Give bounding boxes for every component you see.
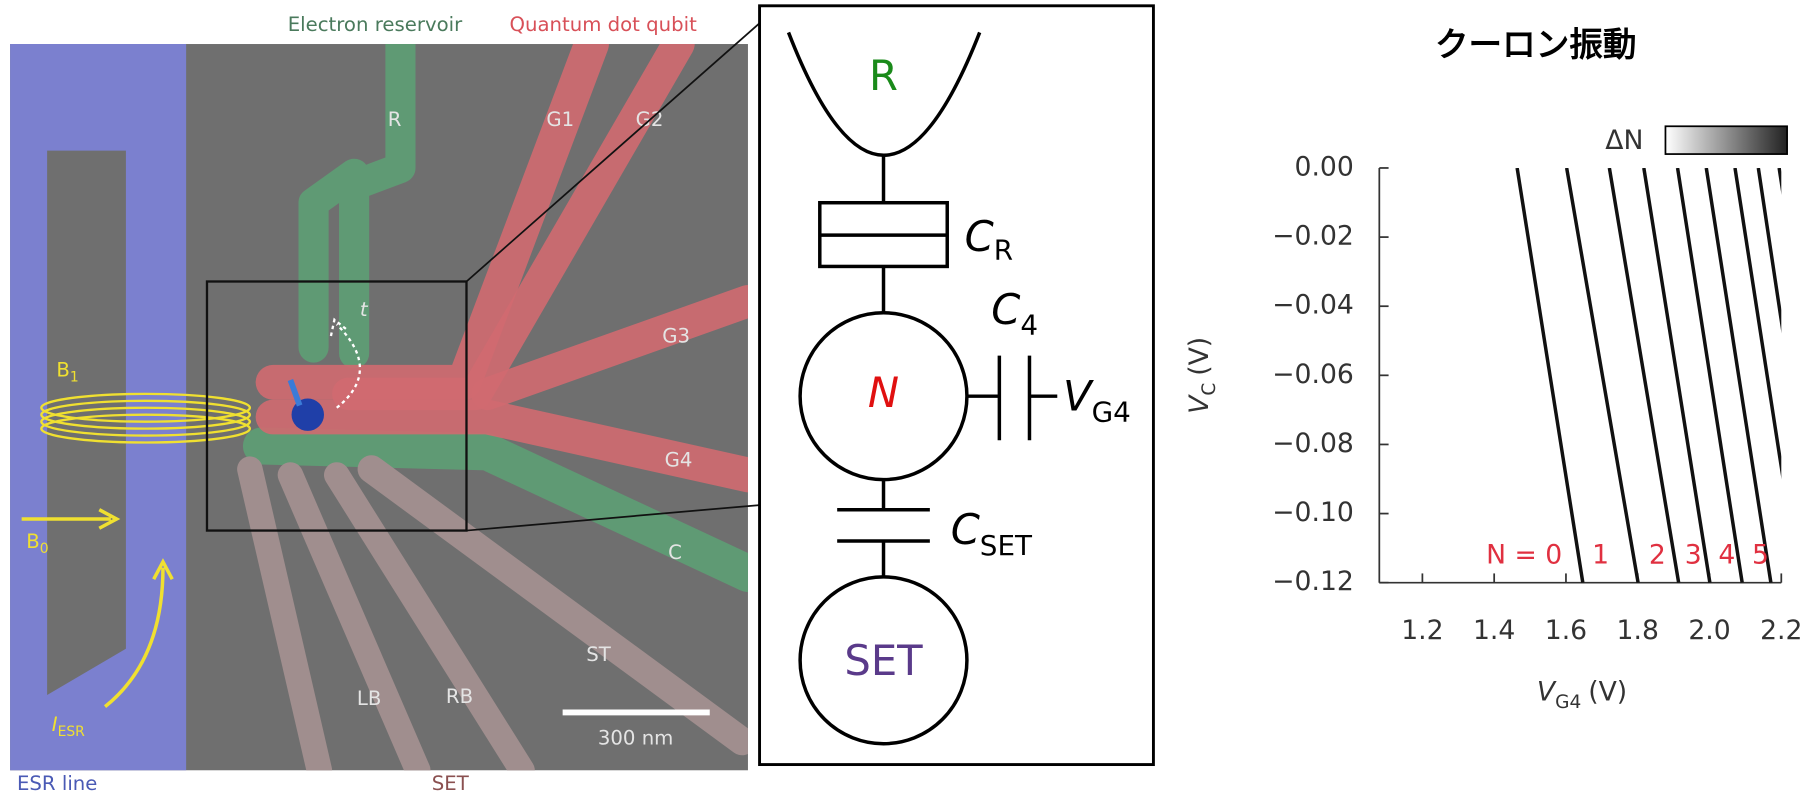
transition-line bbox=[1567, 168, 1638, 583]
figure: Electron reservoir Quantum dot qubit ESR… bbox=[0, 0, 1818, 797]
sem-photo bbox=[10, 44, 748, 770]
label-reservoir: Electron reservoir bbox=[288, 13, 463, 36]
gate-label: G4 bbox=[665, 449, 693, 472]
x-tick-label: 2.0 bbox=[1688, 615, 1730, 646]
label-qubit: Quantum dot qubit bbox=[510, 13, 698, 36]
y-label-main: V bbox=[1183, 394, 1214, 414]
y-tick-label: −0.06 bbox=[1272, 359, 1354, 390]
tunnel-label: t bbox=[360, 298, 369, 321]
b0-sub: 0 bbox=[40, 541, 49, 557]
cset-main: C bbox=[951, 505, 980, 554]
n-label: 3 bbox=[1685, 540, 1702, 571]
y-tick-label: −0.04 bbox=[1272, 290, 1354, 321]
x-label-main: V bbox=[1537, 676, 1557, 707]
n-label: N = 0 bbox=[1486, 540, 1562, 571]
set-label: SET bbox=[844, 636, 923, 685]
gate-label: RB bbox=[446, 685, 473, 708]
c4-main: C bbox=[991, 285, 1020, 334]
transition-line bbox=[1517, 168, 1583, 583]
y-axis-label: VC (V) bbox=[1183, 337, 1219, 414]
y-tick-label: −0.08 bbox=[1272, 428, 1354, 459]
gate-label: R bbox=[388, 108, 402, 131]
label-esr-line: ESR line bbox=[17, 772, 97, 795]
cset-sub: SET bbox=[980, 529, 1033, 562]
scale-label: 300 nm bbox=[598, 727, 673, 750]
x-tick-label: 1.4 bbox=[1473, 615, 1515, 646]
x-tick-label: 1.2 bbox=[1401, 615, 1443, 646]
n-label: 2 bbox=[1649, 540, 1666, 571]
cr-main: C bbox=[965, 212, 994, 261]
y-tick-label: −0.12 bbox=[1272, 566, 1354, 597]
y-label-sub: C bbox=[1199, 383, 1220, 396]
colorbar-label: ΔN bbox=[1605, 125, 1643, 156]
y-tick-label: −0.02 bbox=[1272, 221, 1354, 252]
label-set: SET bbox=[432, 772, 470, 795]
transition-line bbox=[1644, 168, 1710, 583]
dot-label: N bbox=[868, 368, 899, 417]
iesr-sub: ESR bbox=[58, 724, 86, 740]
page: Electron reservoir Quantum dot qubit ESR… bbox=[0, 0, 1818, 797]
n-label: 1 bbox=[1592, 540, 1609, 571]
transition-line bbox=[1609, 168, 1678, 583]
x-tick-label: 1.8 bbox=[1617, 615, 1659, 646]
y-label-unit: (V) bbox=[1183, 337, 1214, 376]
cr-sub: R bbox=[994, 233, 1013, 266]
x-label-unit: (V) bbox=[1588, 676, 1627, 707]
colorbar bbox=[1665, 126, 1787, 154]
n-label: 5 bbox=[1752, 540, 1769, 571]
y-tick-label: 0.00 bbox=[1295, 151, 1354, 182]
data-lines bbox=[1517, 168, 1818, 583]
b1-main: B bbox=[56, 358, 70, 381]
transition-line bbox=[1706, 168, 1771, 583]
chart-title: クーロン振動 bbox=[1435, 25, 1636, 64]
gate-label: ST bbox=[586, 643, 611, 666]
x-tick-label: 1.6 bbox=[1545, 615, 1587, 646]
gate-label: C bbox=[668, 541, 682, 564]
x-axis-label: VG4 (V) bbox=[1537, 676, 1627, 712]
gate-label: LB bbox=[357, 687, 381, 710]
vg4-sub: G4 bbox=[1092, 396, 1131, 429]
transition-line bbox=[1779, 168, 1818, 583]
x-label-sub: G4 bbox=[1555, 692, 1581, 713]
transition-line bbox=[1678, 168, 1743, 583]
c4-sub: 4 bbox=[1020, 309, 1038, 342]
b1-sub: 1 bbox=[70, 370, 79, 386]
gate-label: G1 bbox=[546, 108, 574, 131]
gate-label: G3 bbox=[662, 325, 690, 348]
circuit bbox=[760, 6, 1154, 765]
vg4-main: V bbox=[1063, 372, 1094, 421]
b0-main: B bbox=[26, 530, 40, 553]
reservoir-label: R bbox=[869, 51, 898, 100]
n-label: 4 bbox=[1718, 540, 1735, 571]
y-tick-label: −0.10 bbox=[1272, 497, 1354, 528]
x-tick-label: 2.2 bbox=[1760, 615, 1802, 646]
circuit-frame bbox=[760, 6, 1154, 765]
